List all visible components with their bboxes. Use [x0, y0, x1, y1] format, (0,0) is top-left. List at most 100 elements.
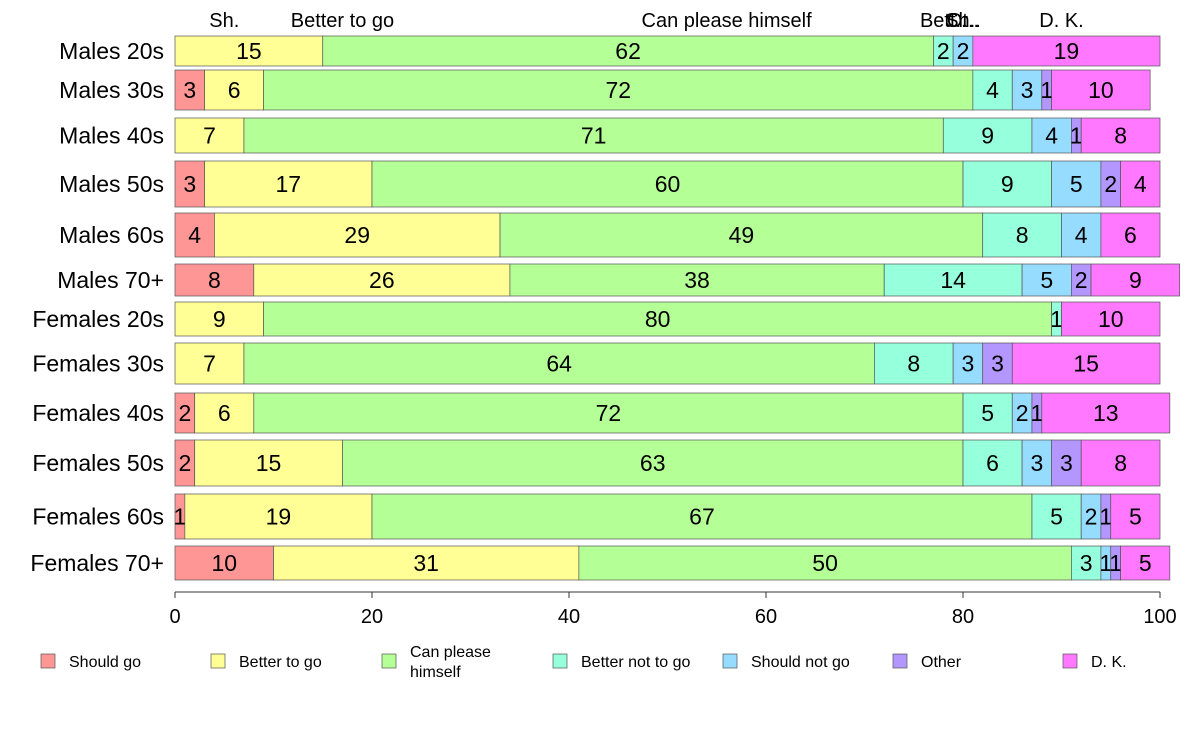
bar-segment: [174, 342, 245, 385]
bar-segment: [174, 69, 205, 111]
bar-segment: [371, 493, 1033, 540]
data-label: 72: [596, 400, 622, 426]
bar-segment: [982, 212, 1062, 258]
bar-segment: [883, 263, 1023, 297]
data-label: 7: [203, 351, 216, 377]
top-series-label: Better to go: [291, 10, 394, 32]
legend-swatch: [892, 653, 908, 669]
data-label: 3: [1030, 450, 1043, 476]
data-label: 1: [1099, 550, 1112, 576]
data-label: 1: [174, 504, 187, 530]
top-series-label: Bett..: [920, 10, 967, 32]
bar-segment: [962, 160, 1053, 208]
category-label: Females 30s: [32, 351, 164, 377]
data-label: 7: [203, 123, 216, 149]
data-label: 49: [729, 222, 755, 248]
bar-segment: [1110, 493, 1161, 540]
bar-segment: [1011, 69, 1043, 111]
bar-segment: [972, 69, 1013, 111]
legend-label: Better not to go: [581, 654, 691, 671]
category-label: Females 70+: [30, 550, 164, 576]
bar-segment: [972, 35, 1161, 67]
data-label: 3: [1021, 77, 1034, 103]
bar-segment: [962, 392, 1013, 434]
data-label: 6: [218, 400, 231, 426]
bar-segment: [1021, 263, 1072, 297]
category-label: Females 50s: [32, 450, 164, 476]
data-label: 2: [1075, 267, 1088, 293]
data-label: 10: [211, 550, 237, 576]
data-label: 8: [907, 351, 920, 377]
x-tick-label: 100: [1143, 606, 1176, 628]
data-label: 62: [615, 38, 641, 64]
bar-segment: [194, 392, 255, 434]
data-label: 10: [1088, 77, 1114, 103]
data-label: 3: [1080, 550, 1093, 576]
bar-segment: [1021, 439, 1052, 487]
data-label: 29: [344, 222, 370, 248]
data-label: 50: [812, 550, 838, 576]
category-label: Males 70+: [57, 267, 164, 293]
category-label: Males 40s: [59, 123, 164, 149]
data-label: 15: [256, 450, 282, 476]
data-label: 2: [1104, 171, 1117, 197]
data-label: 1: [1109, 550, 1122, 576]
legend-label: Other: [921, 654, 962, 671]
legend-swatch: [552, 653, 568, 669]
bar-segment: [273, 545, 580, 581]
data-label: 5: [1040, 267, 1053, 293]
data-label: 2: [178, 450, 191, 476]
data-label: 8: [1114, 123, 1127, 149]
data-label: 17: [275, 171, 301, 197]
bar-segment: [174, 301, 265, 337]
category-label: Males 60s: [59, 222, 164, 248]
bar-segment: [204, 69, 265, 111]
bar-segment: [253, 392, 964, 434]
bar-segment: [243, 117, 944, 154]
legend-label: D. K.: [1091, 654, 1127, 671]
data-label: 3: [1060, 450, 1073, 476]
legend-label: Should not go: [751, 654, 850, 671]
data-label: 6: [228, 77, 241, 103]
data-label: 4: [188, 222, 201, 248]
top-series-label: D. K.: [1039, 10, 1083, 32]
bar-segment: [1061, 301, 1161, 337]
data-label: 80: [645, 306, 671, 332]
data-label: 1: [1050, 306, 1063, 332]
legend-swatch: [722, 653, 738, 669]
data-label: 3: [991, 351, 1004, 377]
data-label: 5: [981, 400, 994, 426]
bar-segment: [174, 117, 245, 154]
bar-segment: [578, 545, 1072, 581]
data-label: 2: [937, 38, 950, 64]
category-label: Females 40s: [32, 400, 164, 426]
data-label: 60: [655, 171, 681, 197]
bar-segment: [509, 263, 885, 297]
data-label: 6: [986, 450, 999, 476]
data-label: 9: [213, 306, 226, 332]
legend-swatch: [1062, 653, 1078, 669]
bar-segment: [194, 439, 343, 487]
bar-segment: [1090, 263, 1181, 297]
data-label: 1: [1099, 504, 1112, 530]
bar-segment: [263, 301, 1052, 337]
category-label: Males 30s: [59, 77, 164, 103]
bar-segment: [174, 263, 255, 297]
legend-swatch: [210, 653, 226, 669]
data-label: 3: [183, 171, 196, 197]
bar-segment: [263, 69, 974, 111]
data-label: 6: [1124, 222, 1137, 248]
data-label: 31: [413, 550, 439, 576]
top-series-label: Sh..: [945, 10, 981, 32]
bar-segment: [962, 439, 1023, 487]
legend-swatch: [40, 653, 56, 669]
data-label: 9: [1001, 171, 1014, 197]
data-label: 63: [640, 450, 666, 476]
data-label: 13: [1093, 400, 1119, 426]
x-tick-label: 60: [755, 606, 777, 628]
data-label: 4: [1075, 222, 1088, 248]
data-label: 4: [986, 77, 999, 103]
data-label: 1: [1040, 77, 1053, 103]
bar-segment: [952, 342, 984, 385]
